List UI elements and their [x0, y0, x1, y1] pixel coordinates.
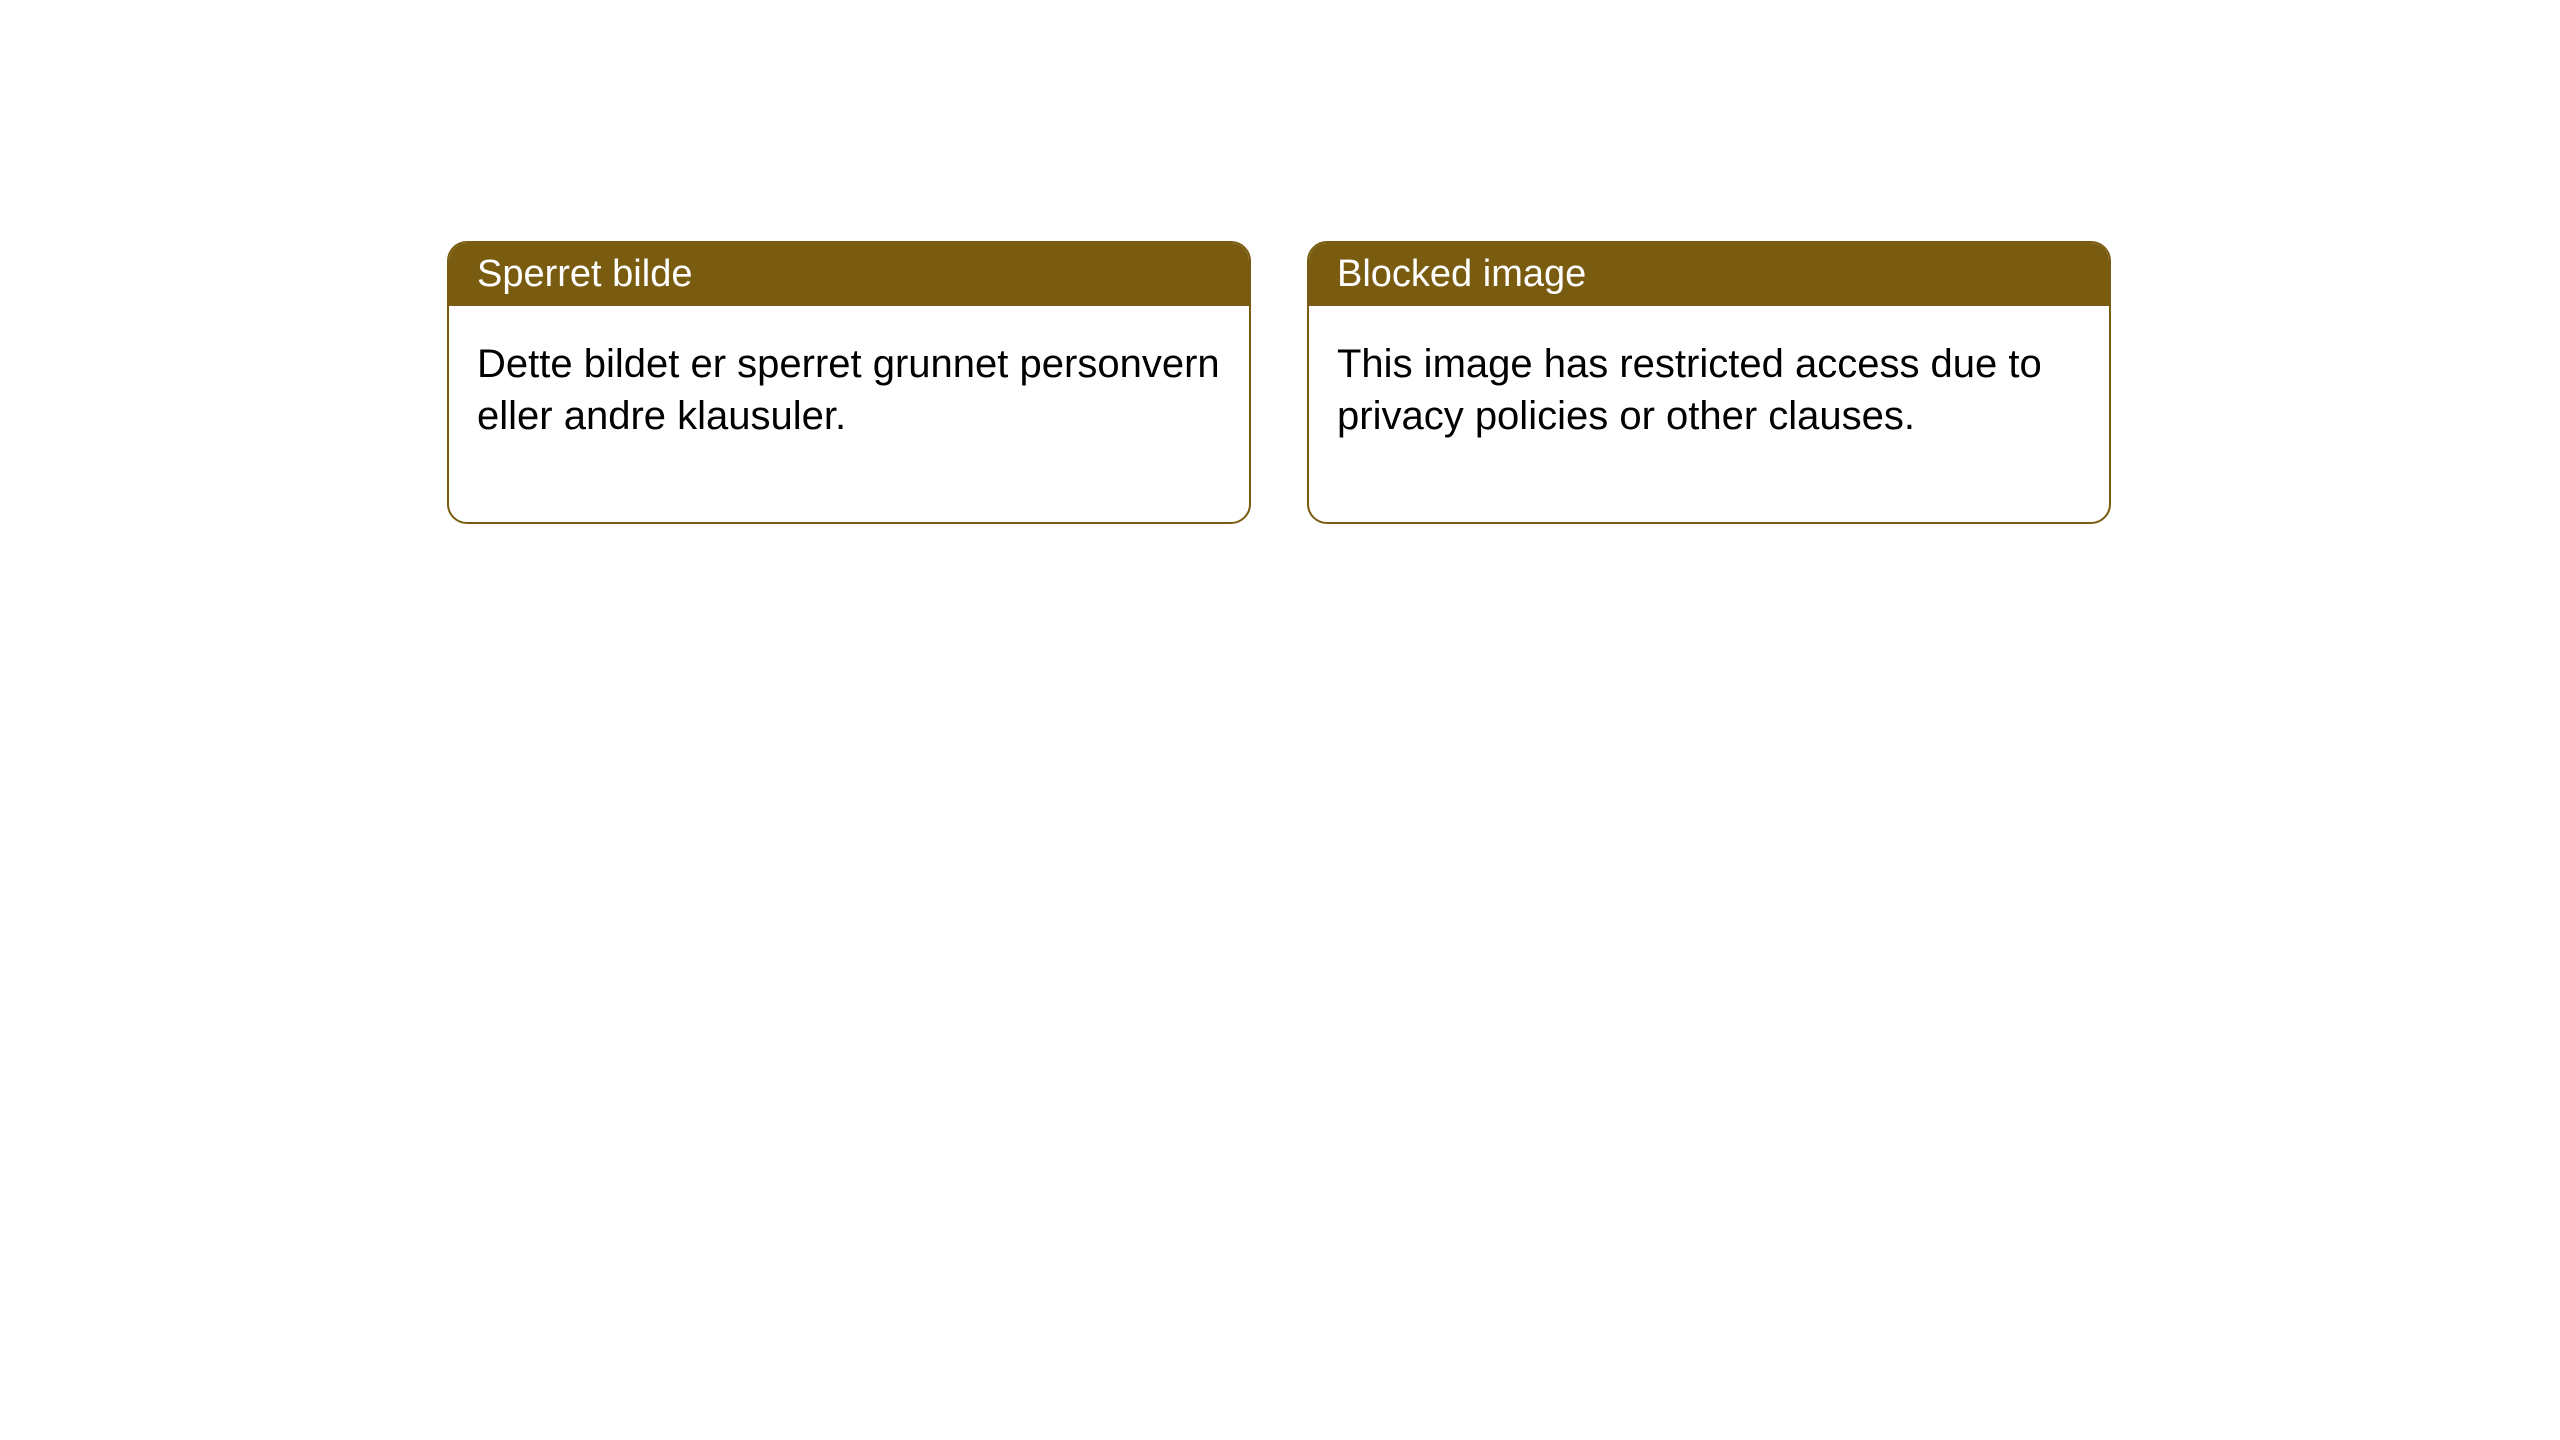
notice-message-english: This image has restricted access due to …	[1309, 306, 2109, 522]
notice-container: Sperret bilde Dette bildet er sperret gr…	[447, 241, 2111, 524]
notice-card-english: Blocked image This image has restricted …	[1307, 241, 2111, 524]
notice-title-norwegian: Sperret bilde	[449, 243, 1249, 306]
notice-card-norwegian: Sperret bilde Dette bildet er sperret gr…	[447, 241, 1251, 524]
notice-message-norwegian: Dette bildet er sperret grunnet personve…	[449, 306, 1249, 522]
notice-title-english: Blocked image	[1309, 243, 2109, 306]
